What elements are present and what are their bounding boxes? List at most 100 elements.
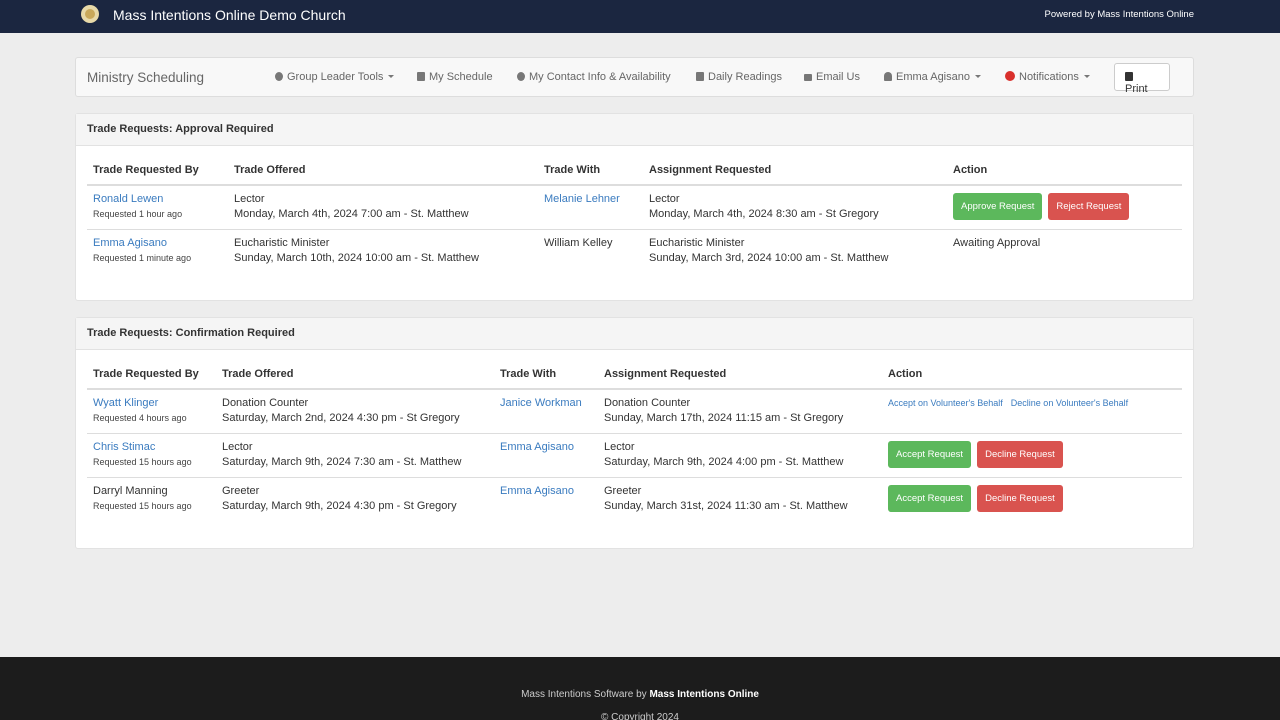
approve-button[interactable]: Approve Request bbox=[953, 193, 1043, 220]
time: Sunday, March 3rd, 2024 10:00 am - St. M… bbox=[649, 251, 889, 264]
cell: Accept on Volunteer's Behalf Decline on V… bbox=[882, 389, 1182, 433]
trade-with-link[interactable]: Melanie Lehner bbox=[544, 193, 620, 205]
cell: Approve Request Reject Request bbox=[947, 185, 1182, 229]
time: Monday, March 4th, 2024 8:30 am - St Gre… bbox=[649, 208, 879, 220]
decline-link[interactable]: Decline on Volunteer's Behalf bbox=[1010, 398, 1129, 408]
cell: Donation Counter Sunday, March 17th, 2024… bbox=[598, 389, 882, 433]
requester-link[interactable]: Chris Stimac bbox=[93, 440, 156, 453]
trade-with-link[interactable]: Emma Agisano bbox=[500, 484, 574, 497]
nav-item[interactable]: Group Leader Tools bbox=[275, 71, 395, 83]
cell: Greeter Saturday, March 9th, 2024 4:30 pm… bbox=[216, 476, 494, 521]
nav-item[interactable]: Daily Readings bbox=[696, 71, 782, 83]
column-header: Trade With bbox=[494, 359, 598, 390]
copyright: © Copyright 2024 bbox=[601, 712, 679, 720]
column-header: Assignment Requested bbox=[643, 155, 947, 186]
header-row: Trade Requested By Trade Offered Trade W… bbox=[87, 155, 1182, 186]
nav-label: Notifications bbox=[1019, 71, 1079, 83]
time: Sunday, March 17th, 2024 11:15 am - St G… bbox=[604, 412, 844, 424]
cell: Donation Counter Saturday, March 2nd, 202… bbox=[216, 389, 494, 433]
approval-table: Trade Requested By Trade Offered Trade W… bbox=[87, 155, 1182, 273]
requested-time: Requested 15 hours ago bbox=[93, 456, 192, 467]
accept-button[interactable]: Accept Request bbox=[888, 440, 972, 468]
row: Ronald Lewen Requested 1 hour ago Lector M… bbox=[87, 185, 1182, 229]
row: Chris Stimac Requested 15 hours ago Lecto… bbox=[87, 432, 1182, 477]
nav-item[interactable]: Emma Agisano bbox=[884, 71, 981, 83]
accept-button[interactable]: Accept Request bbox=[888, 484, 972, 512]
header-row: Trade Requested By Trade Offered Trade W… bbox=[87, 359, 1182, 390]
time: Saturday, March 2nd, 2024 4:30 pm - St G… bbox=[222, 412, 460, 424]
top-bar: Mass Intentions Online Demo Church Power… bbox=[0, 0, 1280, 33]
confirmation-panel: Trade Requests: Confirmation Required Tr… bbox=[75, 317, 1194, 549]
column-header: Trade Offered bbox=[228, 155, 538, 186]
cell: Accept Request Decline Request bbox=[882, 432, 1182, 477]
decline-button[interactable]: Decline Request bbox=[977, 484, 1063, 512]
time: Monday, March 4th, 2024 7:00 am - St. Ma… bbox=[234, 208, 469, 220]
nav-label: My Schedule bbox=[429, 71, 493, 83]
nav-label: My Contact Info & Availability bbox=[529, 71, 671, 83]
cell: Darryl Manning Requested 15 hours ago bbox=[87, 476, 216, 521]
time: Sunday, March 10th, 2024 10:00 am - St. … bbox=[234, 251, 479, 264]
trade-with-link[interactable]: Emma Agisano bbox=[500, 440, 574, 453]
cell: Emma Agisano Requested 1 minute ago bbox=[87, 228, 228, 273]
panel-title: Trade Requests: Confirmation Required bbox=[76, 318, 1193, 350]
nav-brand[interactable]: Ministry Scheduling bbox=[87, 70, 205, 85]
cell: Accept Request Decline Request bbox=[882, 476, 1182, 521]
nav-label: Group Leader Tools bbox=[287, 71, 384, 83]
nav-item[interactable]: Email Us bbox=[804, 71, 860, 83]
time: Saturday, March 9th, 2024 4:00 pm - St. … bbox=[604, 455, 844, 468]
navbar: Ministry Scheduling Group Leader Tools M… bbox=[75, 57, 1194, 97]
nav-item[interactable]: Notifications bbox=[1005, 71, 1090, 83]
cell: Greeter Sunday, March 31st, 2024 11:30 am… bbox=[598, 476, 882, 521]
role: Greeter bbox=[604, 484, 642, 497]
decline-button[interactable]: Decline Request bbox=[977, 440, 1063, 468]
column-header: Trade Requested By bbox=[87, 155, 228, 186]
time: Saturday, March 9th, 2024 7:30 am - St. … bbox=[222, 455, 462, 468]
column-header: Action bbox=[947, 155, 1182, 186]
time: Sunday, March 31st, 2024 11:30 am - St. … bbox=[604, 499, 848, 512]
nav-item[interactable]: My Contact Info & Availability bbox=[517, 71, 671, 83]
nav-label: Daily Readings bbox=[708, 71, 782, 83]
cell: Janice Workman bbox=[494, 389, 598, 433]
role: Lector bbox=[649, 193, 680, 205]
cell: William Kelley bbox=[538, 228, 643, 273]
powered-by: Powered by Mass Intentions Online bbox=[1044, 9, 1194, 20]
role: Donation Counter bbox=[604, 397, 691, 409]
time: Saturday, March 9th, 2024 4:30 pm - St G… bbox=[222, 499, 457, 512]
requester-link[interactable]: Wyatt Klinger bbox=[93, 397, 159, 409]
role: Lector bbox=[222, 440, 253, 453]
reject-button[interactable]: Reject Request bbox=[1048, 193, 1130, 220]
accept-link[interactable]: Accept on Volunteer's Behalf bbox=[888, 398, 1003, 408]
cell: Lector Saturday, March 9th, 2024 4:00 pm … bbox=[598, 432, 882, 477]
column-header: Trade Requested By bbox=[87, 359, 216, 390]
cell: Lector Monday, March 4th, 2024 7:00 am - … bbox=[228, 185, 538, 229]
requester-link[interactable]: Emma Agisano bbox=[93, 236, 167, 249]
column-header: Trade Offered bbox=[216, 359, 494, 390]
row: Emma Agisano Requested 1 minute ago Eucha… bbox=[87, 228, 1182, 273]
footer: Mass Intentions Software by Mass Intenti… bbox=[0, 657, 1280, 720]
confirmation-table: Trade Requested By Trade Offered Trade W… bbox=[87, 359, 1182, 521]
requester-link[interactable]: Ronald Lewen bbox=[93, 193, 164, 205]
trade-with-link[interactable]: Janice Workman bbox=[500, 397, 582, 409]
footer-brand[interactable]: Mass Intentions Online bbox=[649, 689, 759, 700]
requested-time: Requested 1 hour ago bbox=[93, 209, 183, 219]
cell: Awaiting Approval bbox=[947, 228, 1182, 273]
role: Donation Counter bbox=[222, 397, 309, 409]
column-header: Action bbox=[882, 359, 1182, 390]
cell: Melanie Lehner bbox=[538, 185, 643, 229]
cell: Lector Monday, March 4th, 2024 8:30 am - … bbox=[643, 185, 947, 229]
trade-with: William Kelley bbox=[544, 236, 613, 249]
print-button[interactable]: Print bbox=[1114, 63, 1170, 95]
nav-label: Email Us bbox=[816, 71, 861, 83]
print-label: Print bbox=[1125, 83, 1148, 95]
nav-item[interactable]: My Schedule bbox=[417, 71, 493, 83]
requested-time: Requested 4 hours ago bbox=[93, 413, 187, 423]
requester: Darryl Manning bbox=[93, 484, 168, 497]
panel-title: Trade Requests: Approval Required bbox=[76, 114, 1193, 146]
approval-panel: Trade Requests: Approval Required Trade … bbox=[75, 113, 1194, 301]
status: Awaiting Approval bbox=[953, 236, 1041, 249]
column-header: Trade With bbox=[538, 155, 643, 186]
column-header: Assignment Requested bbox=[598, 359, 882, 390]
site-title[interactable]: Mass Intentions Online Demo Church bbox=[113, 7, 346, 23]
